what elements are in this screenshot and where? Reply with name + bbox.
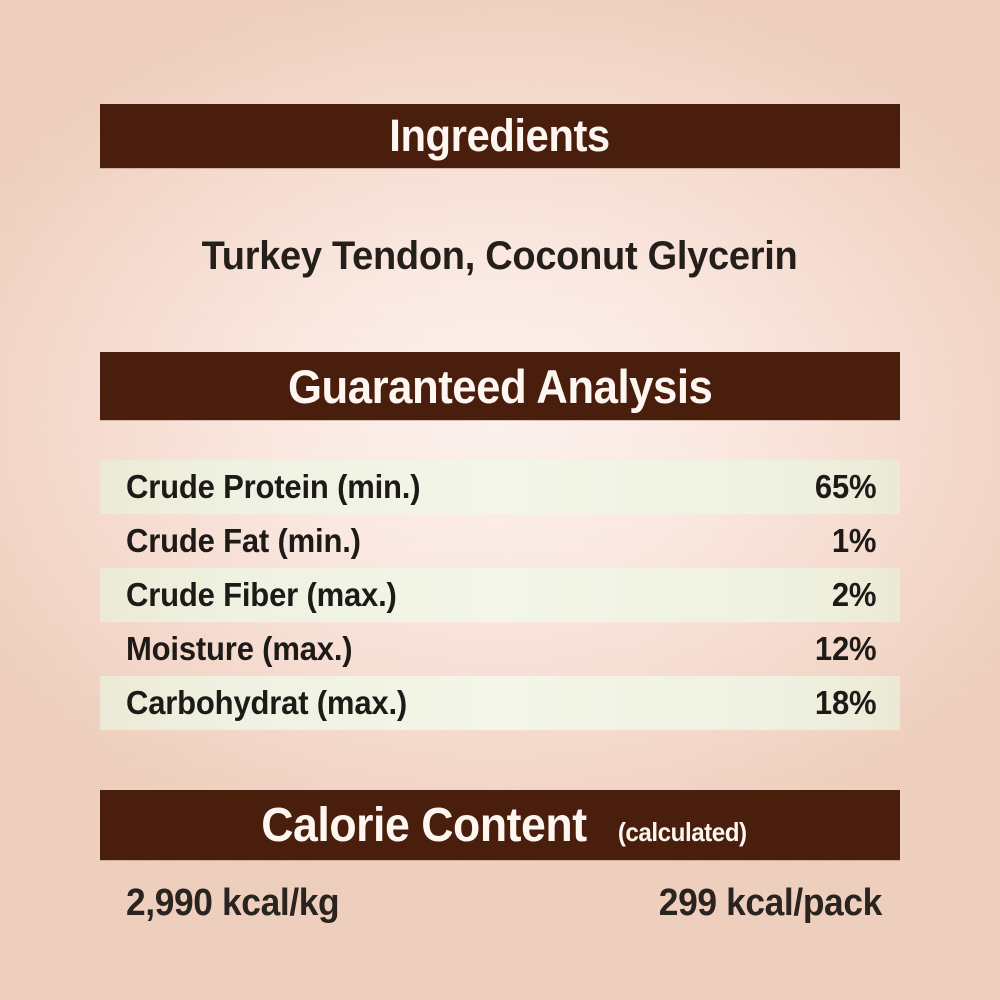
guaranteed-analysis-heading-bar: Guaranteed Analysis <box>100 352 900 420</box>
nutrient-label: Crude Fat (min.) <box>126 522 361 559</box>
nutrient-label: Crude Protein (min.) <box>126 468 421 505</box>
nutrient-value: 12% <box>814 630 876 667</box>
table-row: Crude Protein (min.) 65% <box>100 460 900 514</box>
calorie-heading-line: Calorie Content (calculated) <box>249 798 751 853</box>
table-row: Crude Fat (min.) 1% <box>100 514 900 568</box>
calorie-content-heading-text: Calorie Content <box>261 798 587 852</box>
ingredients-heading-text: Ingredients <box>389 110 611 161</box>
nutrient-value: 65% <box>814 468 876 505</box>
calorie-per-kg-value: 2,990 kcal/kg <box>126 882 340 924</box>
table-row: Crude Fiber (max.) 2% <box>100 568 900 622</box>
nutrient-label: Moisture (max.) <box>126 630 353 667</box>
nutrient-value: 18% <box>814 684 876 721</box>
calorie-content-subheading-text: (calculated) <box>617 816 747 847</box>
ingredients-list: Turkey Tendon, Coconut Glycerin <box>0 234 1000 279</box>
guaranteed-analysis-heading-text: Guaranteed Analysis <box>287 359 713 413</box>
guaranteed-analysis-table: Crude Protein (min.) 65% Crude Fat (min.… <box>100 460 900 730</box>
nutrient-label: Carbohydrat (max.) <box>126 684 408 721</box>
table-row: Moisture (max.) 12% <box>100 622 900 676</box>
ingredients-heading-bar: Ingredients <box>100 104 900 168</box>
calorie-values-row: 2,990 kcal/kg 299 kcal/pack <box>100 882 900 925</box>
ingredients-list-text: Turkey Tendon, Coconut Glycerin <box>202 234 798 278</box>
calorie-content-heading-bar: Calorie Content (calculated) <box>100 790 900 860</box>
table-row: Carbohydrat (max.) 18% <box>100 676 900 730</box>
nutrient-value: 2% <box>831 576 877 613</box>
calorie-per-pack-value: 299 kcal/pack <box>658 882 882 924</box>
nutrient-label: Crude Fiber (max.) <box>126 576 397 613</box>
nutrient-value: 1% <box>831 522 877 559</box>
